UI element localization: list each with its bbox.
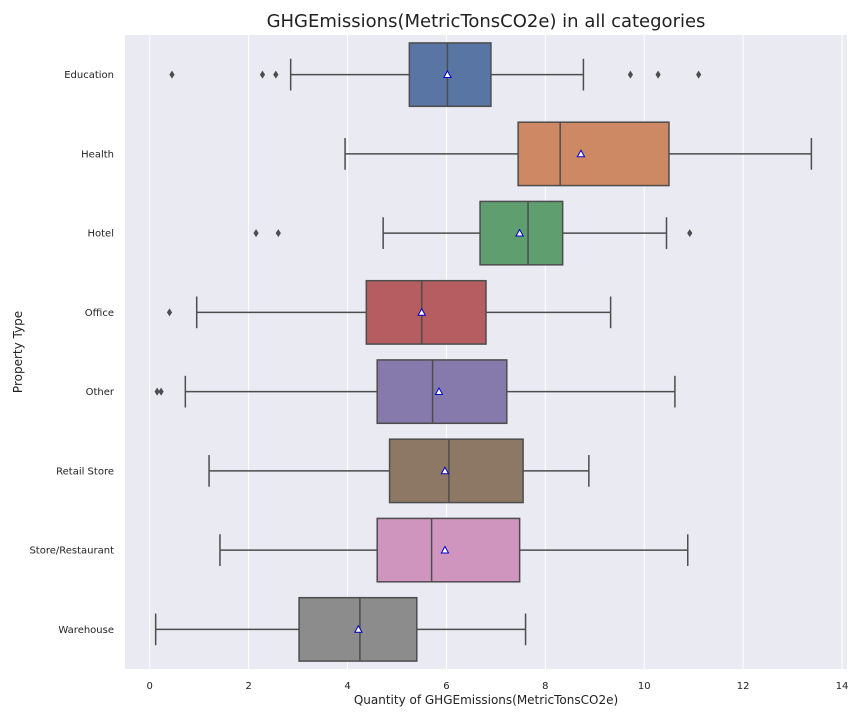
outlier-point	[627, 70, 633, 79]
mean-marker	[417, 307, 427, 316]
mean-marker	[434, 386, 444, 396]
outlier-point	[166, 308, 173, 317]
boxes-group	[154, 42, 813, 662]
outlier-point	[275, 229, 281, 238]
mean-marker	[353, 624, 363, 633]
y-tick-label: Health	[81, 149, 114, 160]
iqr-box	[376, 359, 508, 425]
mean-marker	[442, 69, 452, 79]
y-tick-label: Hotel	[88, 229, 115, 240]
x-tick-label: 2	[245, 681, 251, 692]
y-tick-label: Other	[86, 387, 115, 398]
y-tick-label: Warehouse	[58, 625, 114, 636]
mean-marker	[440, 545, 450, 554]
chart-title: GHGEmissions(MetricTonsCO2e) in all cate…	[267, 11, 706, 32]
box-store-restaurant	[219, 517, 689, 583]
y-tick-label: Education	[64, 70, 114, 81]
y-tick-label: Store/Restaurant	[29, 546, 114, 557]
outlier-point	[655, 70, 661, 79]
iqr-box	[376, 517, 521, 583]
iqr-box	[365, 279, 487, 345]
mean-marker	[576, 149, 586, 158]
box-health	[344, 121, 813, 187]
x-ticks: 0 2 4 6 8 10 12 14	[147, 681, 849, 692]
outlier-point	[253, 229, 259, 238]
outlier-point	[687, 229, 693, 238]
x-tick-label: 14	[836, 681, 849, 692]
x-tick-label: 10	[638, 681, 651, 692]
x-tick-label: 0	[147, 681, 153, 692]
box-education	[169, 42, 702, 108]
y-tick-label: Office	[85, 308, 114, 319]
outlier-point	[273, 70, 279, 79]
y-tick-label: Retail Store	[56, 466, 114, 477]
box-warehouse	[154, 596, 527, 662]
outlier-point	[158, 387, 164, 396]
x-tick-label: 6	[443, 681, 449, 692]
gridlines	[149, 35, 843, 669]
box-office	[166, 279, 612, 345]
box-hotel	[253, 200, 693, 266]
iqr-box	[388, 438, 524, 504]
iqr-box	[408, 42, 492, 108]
mean-marker	[515, 228, 525, 237]
y-axis-label: Property Type	[11, 311, 25, 393]
box-retail-store	[208, 438, 590, 504]
x-tick-label: 4	[344, 681, 350, 692]
outlier-point	[169, 70, 175, 79]
outlier-point	[259, 70, 266, 79]
mean-marker	[440, 466, 450, 475]
x-axis-label: Quantity of GHGEmissions(MetricTonsCO2e)	[354, 693, 618, 707]
iqr-box	[517, 121, 670, 187]
outlier-point	[696, 70, 702, 79]
y-ticks: Education Health Hotel Office Other Retail St…	[29, 70, 114, 636]
outlier-point	[154, 387, 160, 396]
x-tick-label: 12	[737, 681, 750, 692]
x-tick-label: 8	[542, 681, 548, 692]
box-other	[154, 359, 676, 425]
